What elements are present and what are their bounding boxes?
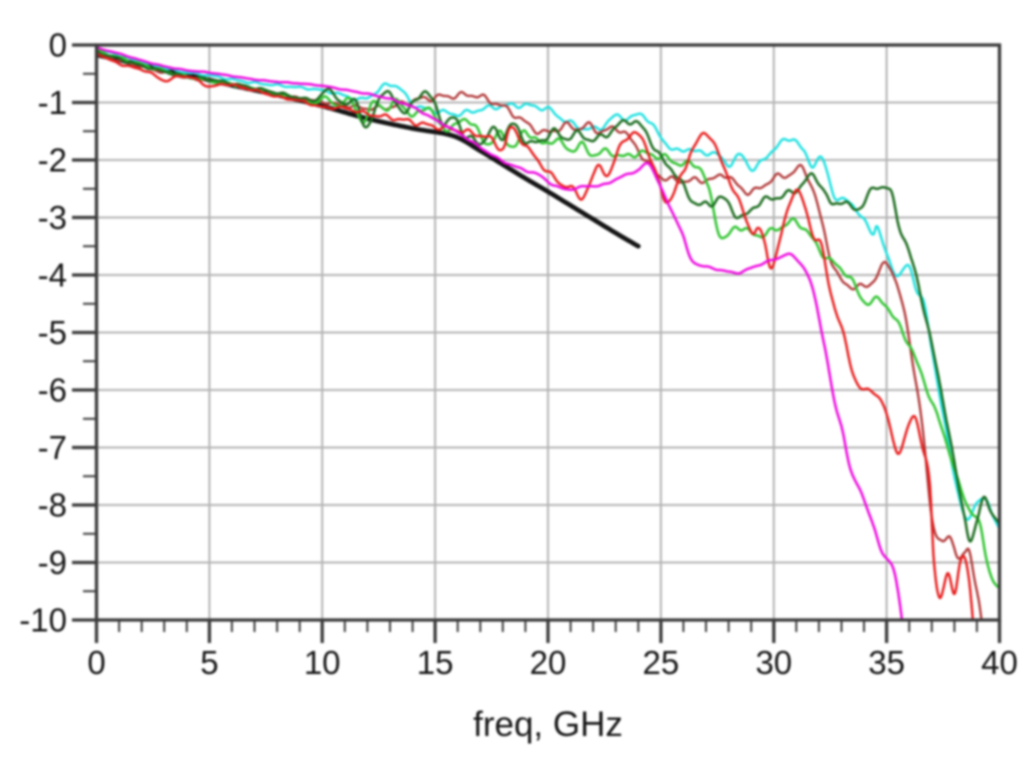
svg-text:25: 25 — [643, 644, 680, 681]
svg-text:5: 5 — [200, 644, 218, 681]
svg-text:freq, GHz: freq, GHz — [473, 705, 623, 744]
svg-text:35: 35 — [868, 644, 905, 681]
svg-text:40: 40 — [981, 644, 1018, 681]
svg-text:15: 15 — [417, 644, 454, 681]
svg-text:0: 0 — [49, 27, 67, 64]
svg-text:20: 20 — [530, 644, 567, 681]
svg-text:-4: -4 — [38, 257, 67, 294]
svg-text:10: 10 — [304, 644, 341, 681]
svg-text:-5: -5 — [38, 314, 67, 351]
svg-text:-3: -3 — [38, 199, 67, 236]
svg-text:-1: -1 — [38, 84, 67, 121]
svg-text:-9: -9 — [38, 544, 67, 581]
svg-text:-7: -7 — [38, 429, 67, 466]
svg-text:0: 0 — [87, 644, 105, 681]
svg-text:-2: -2 — [38, 142, 67, 179]
svg-text:30: 30 — [755, 644, 792, 681]
svg-text:-8: -8 — [38, 487, 67, 524]
svg-text:-10: -10 — [19, 602, 67, 639]
svg-text:-6: -6 — [38, 372, 67, 409]
